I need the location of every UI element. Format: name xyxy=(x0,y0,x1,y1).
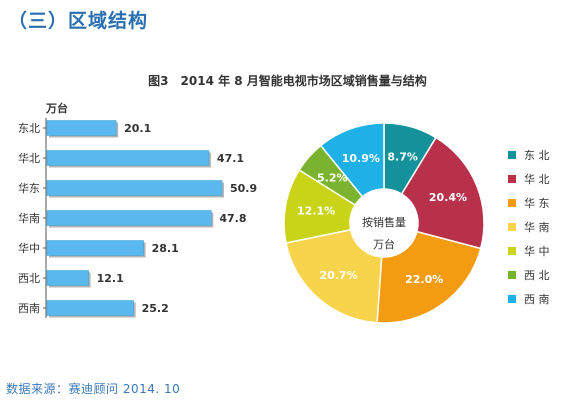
donut-legend: 东 北华 北华 东华 南华 中西 北西 南 xyxy=(508,149,550,306)
legend-label: 华 东 xyxy=(524,196,550,210)
bar-unit-label: 万台 xyxy=(45,101,68,115)
bar-value-label: 12.1 xyxy=(97,272,124,285)
donut-slice xyxy=(285,228,383,324)
bar-value-label: 25.2 xyxy=(142,302,169,315)
donut-slice-label: 8.7% xyxy=(387,151,418,164)
bar xyxy=(46,270,89,286)
legend-swatch xyxy=(508,199,516,207)
legend-label: 东 北 xyxy=(524,149,550,162)
bar xyxy=(46,300,134,316)
donut-slice xyxy=(400,136,485,250)
bar-category-label: 华中 xyxy=(18,241,40,255)
bar-value-label: 47.8 xyxy=(219,212,246,225)
bar-category-label: 华南 xyxy=(18,211,40,225)
legend-swatch xyxy=(508,271,516,279)
legend-label: 华 南 xyxy=(524,220,550,234)
legend-label: 华 北 xyxy=(524,172,550,186)
donut-slice-label: 5.2% xyxy=(317,171,348,184)
section-title: （三）区域结构 xyxy=(8,10,149,32)
legend-label: 西 南 xyxy=(524,293,550,306)
bar xyxy=(46,120,117,136)
legend-label: 西 北 xyxy=(524,269,550,282)
legend-swatch xyxy=(508,295,516,303)
donut-slice-label: 20.7% xyxy=(319,269,357,282)
legend-swatch xyxy=(508,151,516,159)
bar-value-label: 28.1 xyxy=(152,242,179,255)
legend-swatch xyxy=(508,223,516,231)
legend-swatch xyxy=(508,175,516,183)
bar-value-label: 47.1 xyxy=(217,152,244,165)
donut-center-hole xyxy=(351,190,417,256)
bar xyxy=(46,240,144,256)
bar xyxy=(46,180,223,196)
donut-slice xyxy=(319,122,385,198)
donut-slice-label: 20.4% xyxy=(429,191,467,204)
donut-chart: 8.7% 20.4% 22.0% 20.7% 12.1% 5.2% 10.9% xyxy=(283,122,485,324)
data-source-note: 数据来源：赛迪顾问 2014. 10 xyxy=(6,382,181,396)
bar xyxy=(46,150,210,166)
bar-category-label: 华东 xyxy=(18,181,40,195)
donut-center-label-line2: 万台 xyxy=(373,237,395,251)
donut-slice-label: 10.9% xyxy=(342,152,380,165)
bar-value-label: 50.9 xyxy=(230,182,257,195)
chart-title: 图3 2014 年 8 月智能电视市场区域销售量与结构 xyxy=(148,74,427,88)
bar-category-label: 东北 xyxy=(18,122,40,135)
donut-slice-label: 22.0% xyxy=(405,273,443,286)
bar-chart: 东北 20.1 华北 47.1 华东 50.9 华南 47.8 华中 28.1 西北 12.1 西南 25… xyxy=(18,120,257,318)
donut-center-label-line1: 按销售量 xyxy=(362,215,406,229)
bar-value-label: 20.1 xyxy=(124,122,151,135)
bar-category-label: 西北 xyxy=(18,272,40,285)
legend-swatch xyxy=(508,247,516,255)
legend-label: 华 中 xyxy=(524,244,550,258)
bar-category-label: 华北 xyxy=(18,151,40,165)
bar-category-label: 西南 xyxy=(18,302,40,315)
bar xyxy=(46,210,212,226)
donut-slice-label: 12.1% xyxy=(297,205,335,218)
donut-slice xyxy=(376,230,482,324)
